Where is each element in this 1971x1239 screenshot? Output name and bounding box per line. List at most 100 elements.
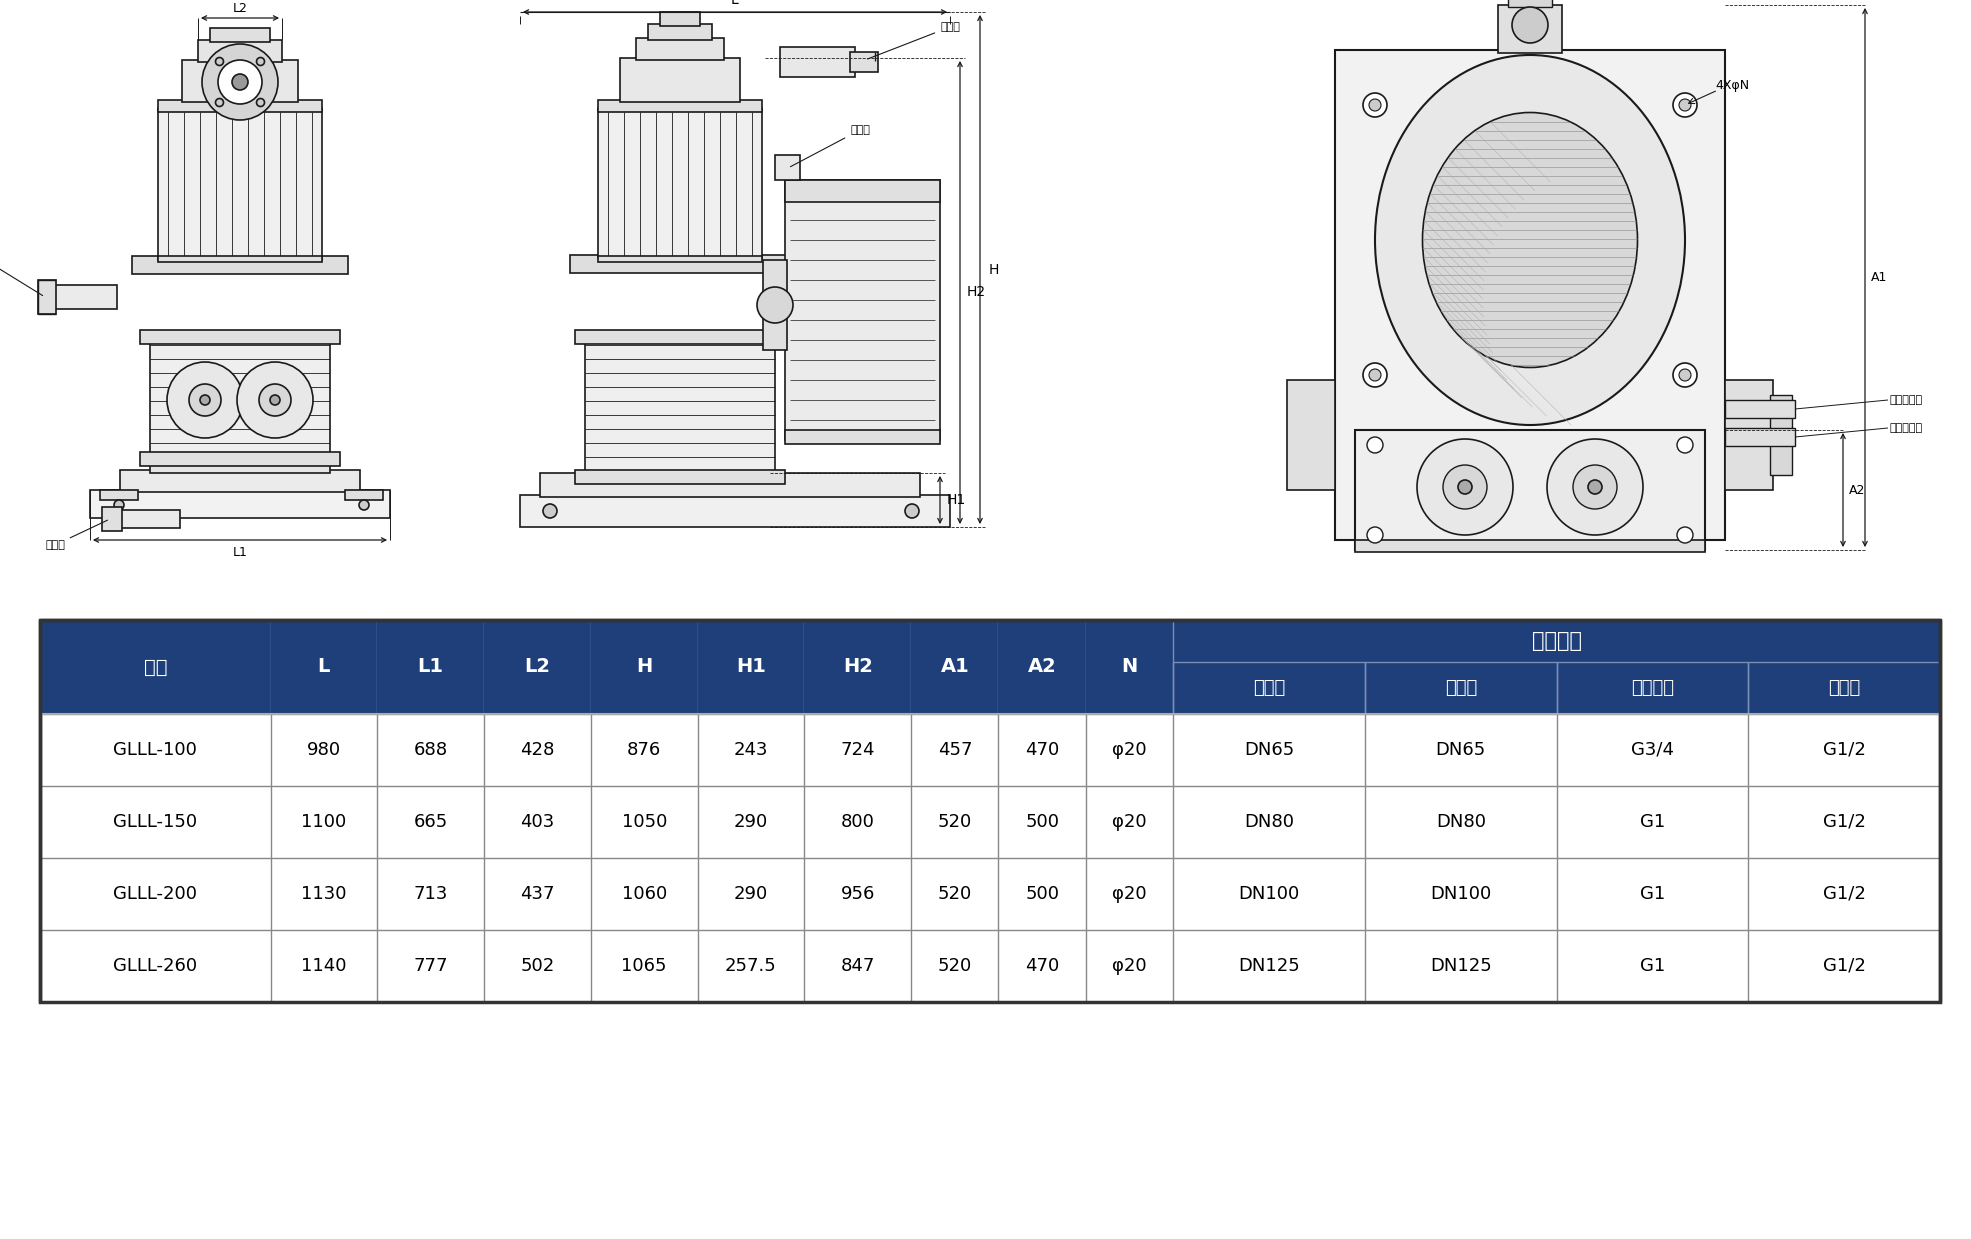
Bar (540, 473, 920, 497)
Bar (55, 285, 116, 309)
Bar (648, 24, 712, 40)
Text: 520: 520 (938, 885, 972, 903)
Circle shape (201, 45, 278, 120)
Bar (1725, 400, 1796, 418)
Text: H: H (989, 263, 999, 276)
Text: DN80: DN80 (1244, 813, 1295, 831)
Circle shape (189, 384, 221, 416)
Bar (576, 330, 784, 344)
Bar (102, 507, 122, 532)
Circle shape (905, 504, 918, 518)
Circle shape (1673, 93, 1697, 116)
Bar (781, 47, 855, 77)
Ellipse shape (1423, 113, 1638, 368)
Text: DN80: DN80 (1435, 813, 1486, 831)
Bar (576, 470, 784, 484)
Bar (120, 470, 361, 492)
Text: 724: 724 (840, 741, 875, 760)
Circle shape (168, 362, 242, 439)
Circle shape (1368, 437, 1384, 453)
Text: 1060: 1060 (621, 885, 666, 903)
Bar (1354, 430, 1705, 550)
Text: L: L (731, 0, 739, 7)
Bar (763, 260, 786, 349)
Bar (39, 620, 270, 714)
Text: 457: 457 (938, 741, 972, 760)
Bar (39, 714, 1939, 786)
Circle shape (256, 57, 264, 66)
Circle shape (270, 395, 280, 405)
Bar (1770, 395, 1792, 475)
Circle shape (215, 57, 223, 66)
Circle shape (114, 501, 124, 510)
Text: 470: 470 (1025, 741, 1058, 760)
Text: 进气口: 进气口 (867, 22, 960, 59)
Bar (637, 38, 723, 59)
Text: 502: 502 (520, 957, 554, 975)
Ellipse shape (1376, 55, 1685, 425)
Bar (660, 12, 700, 26)
Bar (999, 620, 1086, 714)
Text: H1: H1 (735, 658, 767, 676)
Bar (1354, 540, 1705, 553)
Circle shape (359, 501, 369, 510)
Circle shape (1679, 99, 1691, 112)
Bar (804, 620, 911, 714)
Circle shape (256, 99, 264, 107)
Text: 1050: 1050 (621, 813, 666, 831)
Text: 排气口: 排气口 (1445, 679, 1476, 698)
Text: 排液口: 排液口 (1827, 679, 1861, 698)
Circle shape (215, 99, 223, 107)
Text: 进气口: 进气口 (1254, 679, 1285, 698)
Bar (158, 256, 321, 261)
Circle shape (1677, 437, 1693, 453)
Text: 665: 665 (414, 813, 447, 831)
Bar (591, 620, 698, 714)
Bar (150, 455, 329, 473)
Bar (39, 620, 1939, 1002)
Text: G1/2: G1/2 (1823, 885, 1867, 903)
Text: GLLL-150: GLLL-150 (112, 813, 197, 831)
Text: H2: H2 (966, 285, 986, 300)
Text: GLLL-100: GLLL-100 (112, 741, 197, 760)
Circle shape (1573, 465, 1616, 509)
Bar (39, 662, 1939, 714)
Bar (1498, 5, 1561, 53)
Text: G1/2: G1/2 (1823, 813, 1867, 831)
Circle shape (233, 74, 248, 90)
Text: L1: L1 (418, 658, 443, 676)
Text: A1: A1 (940, 658, 970, 676)
Text: 接口口径: 接口口径 (1531, 631, 1581, 650)
Circle shape (1370, 369, 1382, 382)
Bar (597, 256, 763, 261)
Bar (91, 489, 390, 518)
Text: DN65: DN65 (1244, 741, 1295, 760)
Text: 冷却水出口: 冷却水出口 (1890, 395, 1924, 405)
Text: DN125: DN125 (1429, 957, 1492, 975)
Text: 243: 243 (733, 741, 769, 760)
Bar (784, 430, 940, 444)
Circle shape (1364, 363, 1388, 387)
Bar (132, 256, 349, 274)
Bar (1725, 427, 1796, 446)
Bar (120, 510, 179, 528)
Text: φ20: φ20 (1112, 813, 1147, 831)
Text: GLLL-200: GLLL-200 (112, 885, 197, 903)
Text: 排气口: 排气口 (0, 255, 43, 296)
Text: L2: L2 (233, 1, 248, 15)
Circle shape (1417, 439, 1514, 535)
Text: 500: 500 (1025, 813, 1058, 831)
Text: 800: 800 (842, 813, 875, 831)
Text: 1100: 1100 (302, 813, 347, 831)
Text: 冷却水口: 冷却水口 (1630, 679, 1673, 698)
Circle shape (237, 362, 313, 439)
Circle shape (1370, 99, 1382, 112)
Text: 型号: 型号 (144, 658, 168, 676)
Circle shape (542, 504, 558, 518)
Text: 403: 403 (520, 813, 554, 831)
Text: G1/2: G1/2 (1823, 957, 1867, 975)
Text: 1140: 1140 (302, 957, 347, 975)
Circle shape (1443, 465, 1486, 509)
Bar (621, 58, 739, 102)
Text: 1065: 1065 (621, 957, 666, 975)
